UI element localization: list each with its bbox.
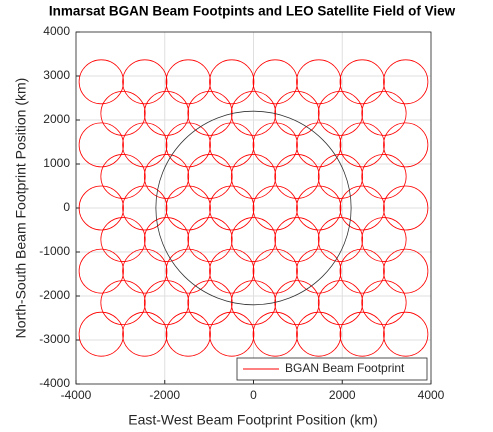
footprint-circle xyxy=(165,311,211,357)
footprint-circle xyxy=(252,185,298,231)
footprint-circle xyxy=(252,248,298,294)
y-tick-label: -1000 xyxy=(39,244,70,258)
footprint-circle xyxy=(274,154,320,199)
footprint-circle xyxy=(122,59,168,105)
footprint-circle xyxy=(165,185,211,231)
footprint-circle xyxy=(274,217,320,262)
y-tick-label: 1000 xyxy=(43,156,70,170)
footprint-circle xyxy=(78,248,124,294)
footprint-circle xyxy=(383,248,429,294)
footprint-circle xyxy=(339,185,385,231)
footprint-circle xyxy=(317,217,364,262)
y-tick-label: -3000 xyxy=(39,332,70,346)
footprint-circle xyxy=(317,90,364,136)
footprint-circle xyxy=(78,311,124,357)
footprint-circle xyxy=(296,311,342,357)
footprint-circle xyxy=(209,311,255,357)
footprint-circle xyxy=(296,185,342,231)
plot-frame xyxy=(75,31,432,385)
footprint-circle xyxy=(143,280,190,326)
footprint-circle xyxy=(339,59,385,105)
footprint-circle xyxy=(209,122,255,168)
footprint-circle xyxy=(122,248,168,294)
footprint-circle xyxy=(187,217,233,262)
footprint-circle xyxy=(122,185,168,231)
footprint-circle xyxy=(78,122,124,168)
footprint-circle xyxy=(155,110,352,306)
footprint-circle xyxy=(165,248,211,294)
footprint-circle xyxy=(209,59,255,105)
x-axis-label: East-West Beam Footprint Position (km) xyxy=(128,412,377,428)
x-tick-label: 2000 xyxy=(329,388,356,402)
footprint-circle xyxy=(209,185,255,231)
footprint-circle xyxy=(252,311,298,357)
footprint-circle xyxy=(383,311,429,357)
footprint-circle xyxy=(361,217,407,262)
footprint-circle xyxy=(361,90,407,136)
footprint-circle xyxy=(383,122,429,168)
footprint-circle xyxy=(165,59,211,105)
y-tick-label: 2000 xyxy=(43,112,70,126)
footprint-circle xyxy=(317,280,364,326)
footprint-circle xyxy=(296,59,342,105)
y-tick-label: -2000 xyxy=(39,288,70,302)
footprint-circle xyxy=(78,59,124,105)
x-tick-label: -4000 xyxy=(61,388,92,402)
footprint-circle xyxy=(339,122,385,168)
chart-title: Inmarsat BGAN Beam Footpints and LEO Sat… xyxy=(49,4,456,19)
legend-label: BGAN Beam Footprint xyxy=(285,361,405,375)
y-tick-label: -4000 xyxy=(39,376,70,390)
footprint-circle xyxy=(383,59,429,105)
y-axis-label: North-South Beam Footprint Position (km) xyxy=(13,78,29,339)
footprint-circle xyxy=(252,122,298,168)
footprint-circle xyxy=(78,185,124,231)
x-tick-label: -2000 xyxy=(149,388,180,402)
footprint-circle xyxy=(100,154,146,199)
footprint-circle xyxy=(122,311,168,357)
footprint-circle xyxy=(209,248,255,294)
footprint-circle xyxy=(100,217,146,262)
y-tick-label: 0 xyxy=(63,200,70,214)
x-tick-label: 4000 xyxy=(418,388,445,402)
footprint-circle xyxy=(100,90,146,136)
footprint-circle xyxy=(143,90,190,136)
footprint-circle xyxy=(187,154,233,199)
footprint-circle xyxy=(230,217,277,262)
footprint-circle xyxy=(165,122,211,168)
footprint-circle xyxy=(383,185,429,231)
footprint-circle xyxy=(296,122,342,168)
x-tick-label: 0 xyxy=(250,388,257,402)
footprint-circle xyxy=(252,59,298,105)
footprint-circle xyxy=(296,248,342,294)
y-tick-label: 3000 xyxy=(43,68,70,82)
footprint-circle xyxy=(230,154,277,199)
footprint-circle xyxy=(317,154,364,199)
footprint-circle xyxy=(339,248,385,294)
footprint-circle xyxy=(100,280,146,326)
plot-marks xyxy=(78,59,429,357)
footprint-circle xyxy=(143,154,190,199)
footprint-circle xyxy=(122,122,168,168)
footprint-circle xyxy=(339,311,385,357)
legend-box xyxy=(236,357,428,381)
footprint-circle xyxy=(143,217,190,262)
y-tick-label: 4000 xyxy=(43,24,70,38)
footprint-circle xyxy=(361,154,407,199)
footprint-circle xyxy=(361,280,407,326)
